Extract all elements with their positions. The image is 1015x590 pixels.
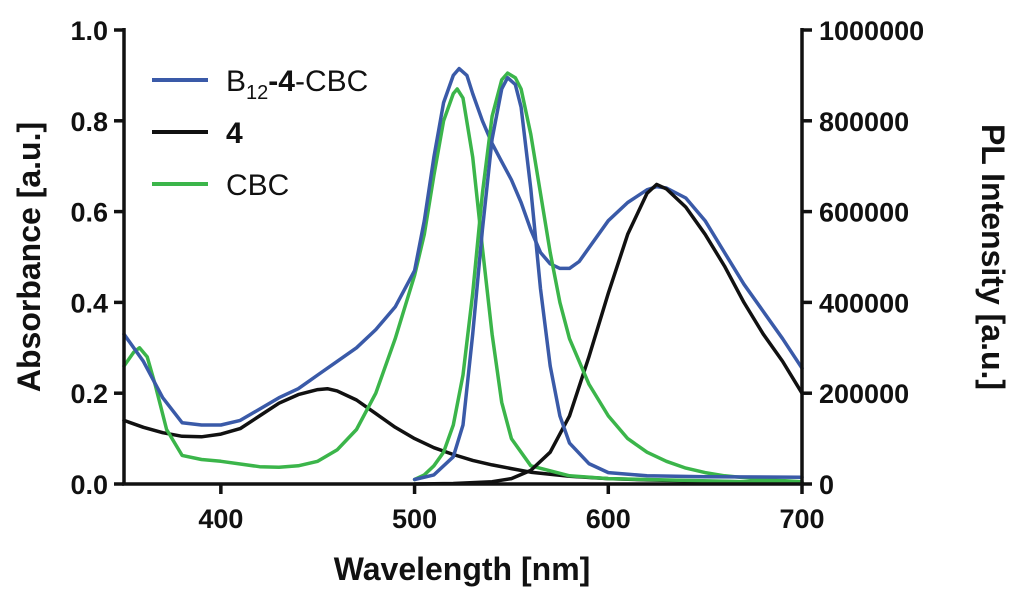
axes: 400 500 600 700 0.0 0.2 0.4 0.6 0.8 1.0 0 200000 400… [70,16,924,534]
legend-label: 4 [226,117,243,150]
y-right-tick-label: 600000 [819,198,909,228]
x-tick-label: 400 [198,504,243,534]
y-right-tick-label: 200000 [819,379,909,409]
x-tick-label: 700 [779,504,824,534]
y-right-axis-title: PL Intensity [a.u.] [975,124,1011,390]
y-left-tick-label: 0.0 [70,470,108,500]
x-tick-label: 600 [586,504,631,534]
y-right-tick-label: 1000000 [819,16,924,46]
series-line-absorbance-left-1 [122,386,804,485]
legend-label: B12-4-CBC [226,65,368,104]
x-tick-label: 500 [392,504,437,534]
series-line-absorbance-left-2 [122,87,804,485]
y-left-axis-title: Absorbance [a.u.] [11,122,47,392]
series-line-pl-right-2 [412,71,804,484]
y-right-tick-label: 800000 [819,107,909,137]
curves [122,66,804,486]
legend: B12-4-CBC 4 CBC [152,65,368,202]
x-axis-title: Wavelength [nm] [334,551,591,587]
legend-label: CBC [226,169,289,202]
y-left-tick-label: 0.6 [70,198,108,228]
y-left-tick-label: 0.2 [70,379,108,409]
y-left-tick-label: 0.4 [70,288,108,318]
series-line-pl-right-0 [412,75,804,482]
series-line-pl-right-1 [412,182,804,486]
y-right-tick-label: 0 [819,470,834,500]
y-left-tick-label: 1.0 [70,16,108,46]
y-right-tick-label: 400000 [819,288,909,318]
y-left-tick-label: 0.8 [70,107,108,137]
